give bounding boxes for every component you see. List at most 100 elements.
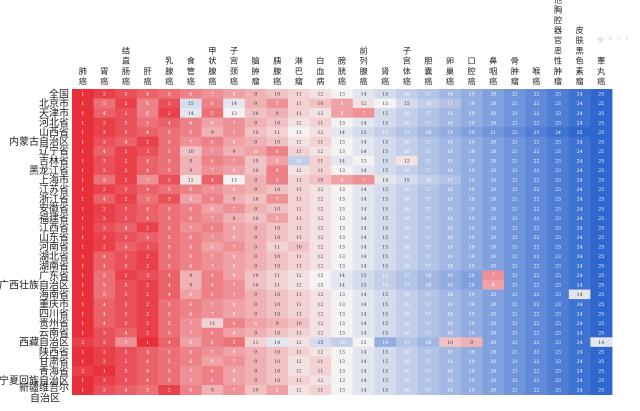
heatmap-cell [309, 280, 332, 290]
heatmap-cell [525, 89, 548, 99]
heatmap-cell [568, 327, 591, 338]
heatmap-cell [201, 184, 224, 195]
cell-value-label: 25 [598, 302, 604, 308]
heatmap-cell [525, 356, 548, 367]
cell-value-label: 24 [577, 120, 583, 126]
heatmap-cell [547, 194, 570, 204]
heatmap-cell [396, 232, 418, 243]
cell-value-label: 4 [168, 283, 171, 289]
heatmap-cell [201, 146, 224, 157]
heatmap-cell [223, 260, 246, 271]
heatmap-cell [93, 308, 116, 319]
heatmap-cell [417, 270, 440, 281]
cell-value-label: 24 [577, 302, 583, 308]
heatmap-cell [352, 136, 375, 147]
heatmap-cell [439, 346, 462, 357]
heatmap-cell [158, 375, 181, 386]
cell-value-label: 16 [404, 168, 410, 174]
cell-value-label: 7 [189, 330, 192, 336]
cell-value-label: 24 [577, 168, 583, 174]
cell-value-label: 4 [146, 92, 149, 98]
heatmap-cell [309, 108, 332, 119]
heatmap-cell [72, 213, 94, 224]
heatmap-cell [568, 194, 591, 204]
heatmap-cell [504, 108, 526, 119]
cell-value-label: 25 [598, 273, 604, 279]
cell-value-label: 11 [274, 130, 280, 136]
cell-value-label: 21 [512, 283, 518, 289]
heatmap-cell [396, 155, 418, 166]
heatmap-cell [201, 365, 224, 376]
heatmap-cell [568, 222, 591, 233]
heatmap-cell [158, 136, 181, 147]
heatmap-cell [525, 117, 548, 128]
cell-value-label: 5 [168, 216, 171, 222]
heatmap-cell [590, 203, 613, 214]
heatmap-cell [72, 98, 94, 109]
heatmap-cell [244, 155, 267, 166]
heatmap-cell [93, 127, 116, 138]
heatmap-cell [439, 136, 462, 147]
heatmap-cell [331, 356, 354, 367]
cell-value-label: 2 [103, 120, 106, 126]
cell-value-label: 6 [189, 235, 192, 241]
cell-value-label: 3 [125, 216, 128, 222]
heatmap-cell [223, 98, 246, 109]
heatmap-cell [72, 155, 94, 166]
cell-value-label: 10 [317, 178, 323, 184]
cell-value-label: 21 [512, 321, 518, 327]
cell-value-label: 2 [81, 369, 84, 375]
cell-value-label: 2 [146, 139, 149, 145]
heatmap-cell [158, 346, 181, 357]
heatmap-cell [201, 337, 224, 348]
heatmap-cell [504, 232, 526, 243]
heatmap-cell [352, 89, 375, 99]
heatmap-cell [417, 241, 440, 252]
cell-value-label: 12 [317, 92, 323, 98]
heatmap-cell [158, 127, 181, 138]
heatmap-cell [504, 89, 526, 99]
heatmap-cell [568, 308, 591, 319]
cell-value-label: 12 [317, 149, 323, 155]
heatmap-cell [374, 222, 397, 233]
cell-value-label: 10 [253, 197, 259, 203]
heatmap-cell [158, 308, 181, 319]
cell-value-label: 16 [404, 292, 410, 298]
heatmap-cell [460, 213, 483, 224]
heatmap-cell [72, 146, 94, 157]
heatmap-cell [482, 280, 505, 290]
heatmap-cell [244, 194, 267, 204]
cell-value-label: 6 [189, 216, 192, 222]
cell-value-label: 6 [211, 101, 214, 107]
heatmap-cell [201, 232, 224, 243]
cell-value-label: 8 [211, 359, 214, 365]
cell-value-label: 6 [189, 92, 192, 98]
cell-value-label: 14 [339, 130, 345, 136]
heatmap-cell [115, 108, 138, 119]
cell-value-label: 13 [339, 168, 345, 174]
heatmap-cell [504, 385, 526, 395]
heatmap-cell [331, 385, 354, 395]
cell-value-label: 25 [598, 159, 604, 165]
cell-value-label: 8 [233, 369, 236, 375]
heatmap-cell [180, 270, 202, 281]
heatmap-cell [244, 251, 267, 262]
heatmap-cell [504, 365, 526, 376]
cell-value-label: 20 [469, 273, 475, 279]
cell-value-label: 16 [404, 149, 410, 155]
cell-value-label: 23 [555, 264, 561, 270]
heatmap-cell [568, 203, 591, 214]
heatmap-cell [72, 136, 94, 147]
cell-value-label: 17 [447, 101, 453, 107]
cell-value-label: 15 [382, 120, 388, 126]
cell-value-label: 7 [146, 178, 149, 184]
heatmap-cell [72, 308, 94, 319]
heatmap-cell [460, 232, 483, 243]
cell-value-label: 6 [211, 283, 214, 289]
heatmap-cell [482, 89, 505, 99]
cell-value-label: 11 [296, 330, 302, 336]
cell-value-label: 3 [103, 388, 106, 394]
cell-value-label: 2 [125, 101, 128, 107]
heatmap-cell [396, 299, 418, 310]
heatmap-cell [504, 136, 526, 147]
